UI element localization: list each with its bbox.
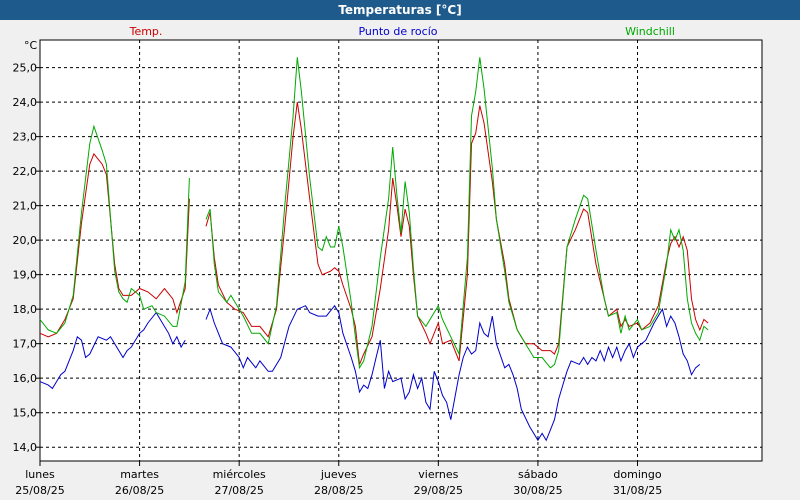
chart-title: Temperaturas [°C] <box>0 0 800 20</box>
y-tick-label: 16,0 <box>13 372 38 385</box>
x-tick-date-label: 31/08/25 <box>613 484 662 497</box>
x-axis-ticks: lunes 25/08/25 martes 26/08/25 miércoles 27/0… <box>15 461 662 497</box>
legend: Temp. Punto de rocío Windchill <box>129 25 675 38</box>
x-tick-date-label: 25/08/25 <box>15 484 64 497</box>
y-tick-label: 24,0 <box>13 96 38 109</box>
x-tick-day-label: lunes <box>25 468 55 481</box>
grid-lines <box>40 40 762 461</box>
x-tick-day-label: martes <box>120 468 159 481</box>
y-tick-label: 25,0 <box>13 62 38 75</box>
x-tick-date-label: 29/08/25 <box>414 484 463 497</box>
y-tick-label: 15,0 <box>13 407 38 420</box>
x-tick-day-label: sábado <box>518 468 558 481</box>
x-tick-day-label: jueves <box>320 468 357 481</box>
legend-entry: Windchill <box>625 25 675 38</box>
series-lines <box>39 57 709 442</box>
y-tick-label: 19,0 <box>13 269 38 282</box>
y-axis-ticks: 14,0 15,0 16,0 17,0 18,0 19,0 20,0 21,0 22,0 23,0… <box>13 62 40 454</box>
x-tick-date-label: 27/08/25 <box>214 484 263 497</box>
x-tick-date-label: 30/08/25 <box>513 484 562 497</box>
plot-area <box>39 39 763 462</box>
x-tick-date-label: 28/08/25 <box>314 484 363 497</box>
legend-entry: Temp. <box>129 25 163 38</box>
series-line <box>39 57 709 370</box>
x-tick-day-label: viernes <box>418 468 458 481</box>
y-tick-label: 17,0 <box>13 338 38 351</box>
x-tick-day-label: domingo <box>613 468 661 481</box>
y-tick-label: 21,0 <box>13 200 38 213</box>
legend-entry: Punto de rocío <box>358 25 437 38</box>
y-tick-label: 22,0 <box>13 165 38 178</box>
x-tick-date-label: 26/08/25 <box>115 484 164 497</box>
y-tick-label: 23,0 <box>13 131 38 144</box>
series-line <box>39 304 701 442</box>
y-axis-unit: °C <box>24 39 38 52</box>
y-tick-label: 14,0 <box>13 441 38 454</box>
y-tick-label: 18,0 <box>13 303 38 316</box>
y-tick-label: 20,0 <box>13 234 38 247</box>
x-tick-day-label: miércoles <box>213 468 266 481</box>
